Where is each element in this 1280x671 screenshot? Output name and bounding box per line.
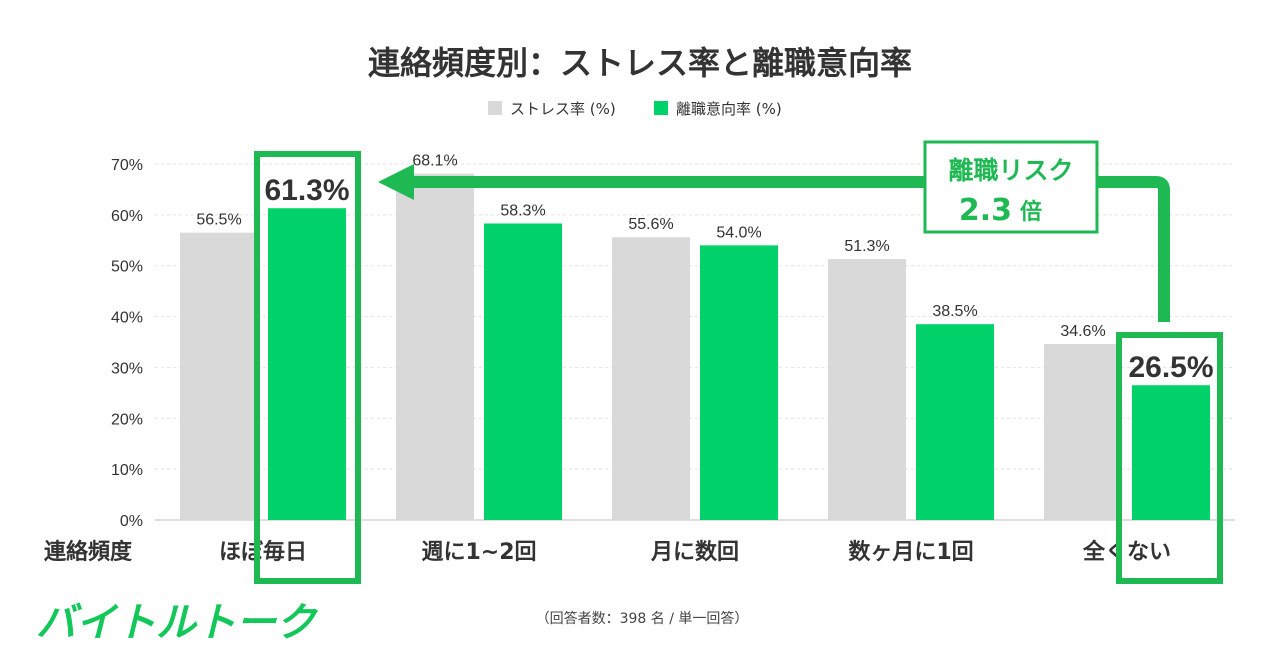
legend-label-turnover: 離職意向率 (%): [676, 100, 782, 118]
bar-turnover-2: [700, 245, 778, 520]
bar-stress-0: [180, 232, 258, 520]
footnote: （回答者数：398 名 / 単一回答）: [536, 610, 749, 627]
bar-turnover-4: [1132, 385, 1210, 520]
legend-swatch-stress: [488, 101, 502, 115]
bars: [180, 173, 1210, 521]
y-tick-label: 60%: [111, 208, 143, 225]
bar-turnover-0: [268, 208, 346, 520]
value-label-stress-1: 68.1%: [412, 153, 457, 170]
callout-unit: 倍: [1020, 199, 1042, 225]
callout-box: [923, 140, 1099, 234]
y-tick-label: 70%: [111, 157, 143, 174]
value-label-turnover-4: 26.5%: [1128, 351, 1213, 384]
bar-stress-4: [1044, 344, 1122, 520]
bar-stress-2: [612, 237, 690, 520]
legend-swatch-turnover: [654, 101, 668, 115]
category-label-0: ほぼ毎日: [219, 540, 307, 565]
value-label-stress-0: 56.5%: [196, 212, 241, 229]
callout-arrow-line: [408, 176, 1170, 322]
y-tick-label: 50%: [111, 259, 143, 276]
value-label-stress-3: 51.3%: [844, 238, 889, 255]
bar-turnover-1: [484, 223, 562, 520]
legend: ストレス率 (%) 離職意向率 (%): [488, 100, 782, 118]
highlight-frame-never: [1116, 332, 1223, 584]
x-axis-title: 連絡頻度: [44, 539, 133, 565]
category-label-2: 月に数回: [650, 539, 739, 565]
value-labels: 56.5% 61.3% 68.1% 58.3% 55.6% 54.0% 51.3% 38.5%…: [196, 153, 1213, 385]
bar-stress-1: [396, 173, 474, 521]
y-tick-label: 30%: [111, 360, 143, 377]
y-tick-label: 10%: [111, 462, 143, 479]
category-label-4: 全くない: [1082, 539, 1171, 565]
category-label-3: 数ヶ月に1回: [848, 539, 973, 565]
value-label-stress-4: 34.6%: [1060, 323, 1105, 340]
value-label-turnover-1: 58.3%: [500, 203, 545, 220]
callout-arrow-head: [378, 164, 414, 200]
value-label-turnover-0: 61.3%: [264, 174, 349, 207]
chart-title: 連絡頻度別：ストレス率と離職意向率: [368, 44, 912, 82]
value-label-stress-2: 55.6%: [628, 216, 673, 233]
callout-value: 2.3: [959, 193, 1012, 228]
category-label-1: 週に1~2回: [421, 540, 536, 565]
y-tick-label: 0%: [120, 513, 143, 530]
y-tick-label: 20%: [111, 411, 143, 428]
brand-logo: バイトルトーク: [36, 600, 319, 646]
callout-label: 離職リスク: [948, 156, 1073, 185]
value-label-turnover-3: 38.5%: [932, 303, 977, 320]
legend-label-stress: ストレス率 (%): [510, 100, 616, 118]
bar-stress-3: [828, 259, 906, 520]
highlight-frame-daily: [254, 151, 361, 584]
category-labels: ほぼ毎日 週に1~2回 月に数回 数ヶ月に1回 全くない: [219, 539, 1171, 565]
y-tick-label: 40%: [111, 310, 143, 327]
value-label-turnover-2: 54.0%: [716, 224, 761, 241]
y-axis-ticks: 0% 10% 20% 30% 40% 50% 60% 70%: [111, 157, 143, 530]
bar-turnover-3: [916, 324, 994, 520]
